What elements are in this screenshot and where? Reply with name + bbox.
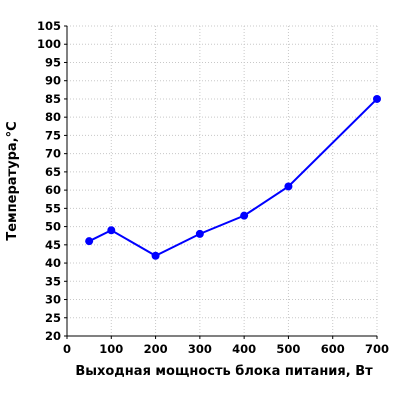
y-tick-label: 60 bbox=[45, 183, 61, 197]
data-point bbox=[195, 229, 204, 238]
x-tick-label: 700 bbox=[365, 342, 389, 356]
data-point bbox=[284, 182, 293, 191]
y-tick-label: 50 bbox=[45, 220, 61, 234]
axes bbox=[64, 25, 378, 339]
data-point bbox=[373, 94, 381, 103]
grid bbox=[67, 25, 378, 336]
data-point bbox=[85, 237, 94, 246]
y-tick-label: 75 bbox=[45, 128, 61, 142]
y-tick-label: 20 bbox=[45, 329, 61, 343]
y-tick-label: 105 bbox=[37, 19, 61, 33]
x-tick-label: 400 bbox=[232, 342, 256, 356]
y-tick-label: 55 bbox=[45, 201, 61, 215]
x-tick-label: 0 bbox=[63, 342, 71, 356]
series-line bbox=[88, 98, 378, 257]
x-tick-label: 300 bbox=[188, 342, 212, 356]
y-tick-label: 40 bbox=[45, 256, 61, 270]
y-tick-label: 90 bbox=[45, 74, 61, 88]
x-tick-label: 200 bbox=[144, 342, 168, 356]
y-tick-label: 70 bbox=[45, 147, 61, 161]
y-tick-label: 45 bbox=[45, 238, 61, 252]
data-point bbox=[151, 251, 160, 260]
y-tick-label: 30 bbox=[45, 293, 61, 307]
y-tick-label: 80 bbox=[45, 110, 61, 124]
y-axis-title: Температура,°C bbox=[5, 121, 20, 240]
y-tick-label: 95 bbox=[45, 55, 61, 69]
y-tick-label: 65 bbox=[45, 165, 61, 179]
x-axis-title: Выходная мощность блока питания, Вт bbox=[75, 364, 373, 379]
series bbox=[85, 94, 381, 260]
x-tick-label: 600 bbox=[321, 342, 345, 356]
y-tick-label: 25 bbox=[45, 311, 61, 325]
tick-labels: 20 25 30 35 40 45 50 55 60 65 70 75 80 85 90 95 100 105 0 1… bbox=[37, 19, 389, 356]
data-point bbox=[240, 211, 249, 220]
x-tick-label: 100 bbox=[99, 342, 123, 356]
y-tick-label: 100 bbox=[37, 37, 61, 51]
data-point bbox=[107, 226, 116, 235]
y-tick-label: 85 bbox=[45, 92, 61, 106]
x-tick-label: 500 bbox=[276, 342, 300, 356]
y-tick-label: 35 bbox=[45, 274, 61, 288]
